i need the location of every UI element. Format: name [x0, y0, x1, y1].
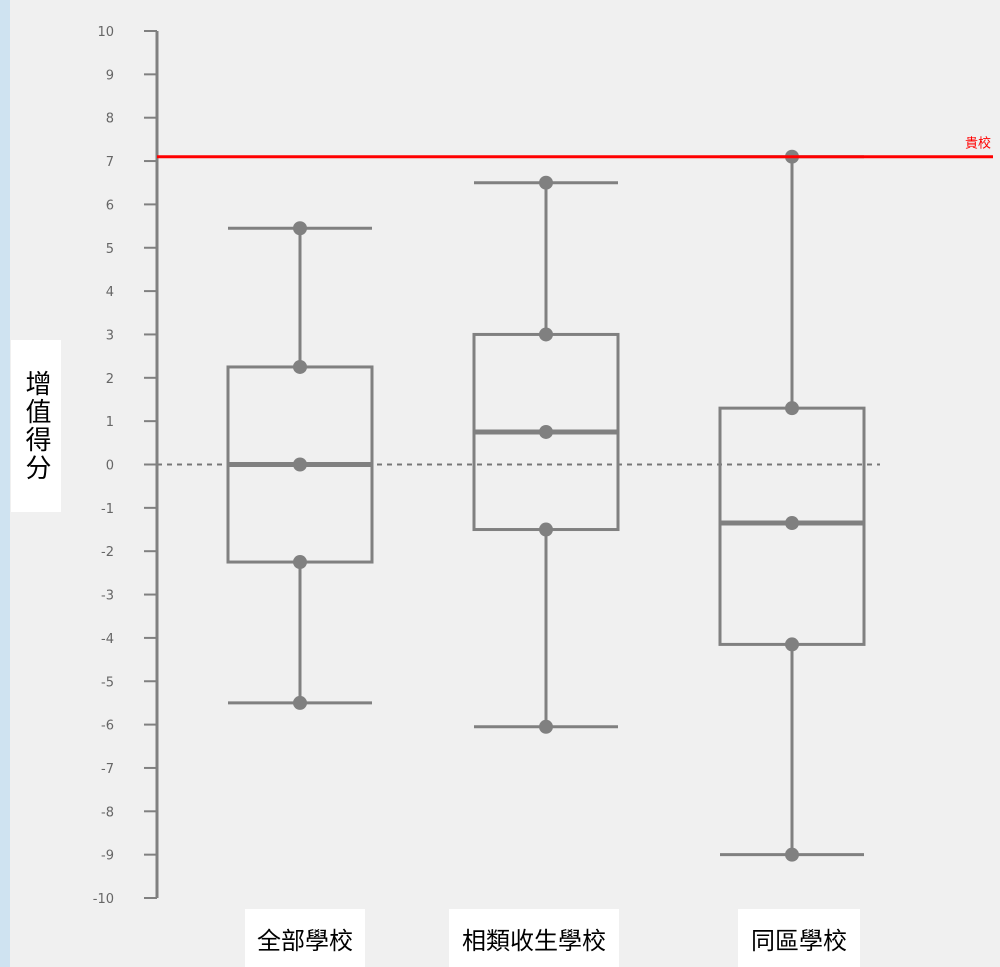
box-group	[718, 149, 866, 862]
y-tick-label: -10	[93, 892, 114, 907]
y-tick-label: 3	[106, 328, 114, 343]
left-edge-bar	[0, 0, 10, 967]
y-tick-label: 0	[106, 459, 114, 474]
y-axis-label-box: 增值得分	[11, 340, 61, 512]
reference-layer: 貴校	[157, 136, 993, 159]
reference-line-label: 貴校	[965, 136, 991, 152]
stat-point	[539, 719, 553, 734]
category-label-text: 同區學校	[751, 926, 847, 955]
boxes	[226, 149, 866, 862]
y-tick-label: 5	[106, 242, 114, 257]
y-tick-label: 6	[106, 198, 114, 213]
y-tick-label: -8	[101, 805, 114, 820]
y-tick-label: -4	[101, 632, 114, 647]
stat-point	[539, 327, 553, 342]
stat-point	[785, 847, 799, 862]
y-axis-label: 增值得分	[21, 370, 51, 482]
stat-point	[785, 637, 799, 652]
y-tick-label: 7	[106, 155, 114, 170]
y-tick-label: -3	[101, 589, 114, 604]
stat-point	[539, 175, 553, 190]
category-label-text: 相類收生學校	[462, 926, 606, 955]
y-tick-label: -9	[101, 849, 114, 864]
y-tick-label: 2	[106, 372, 114, 387]
stat-point	[293, 457, 307, 472]
y-tick-label: 1	[106, 415, 114, 430]
category-label-all-schools: 全部學校	[245, 909, 365, 967]
y-tick-label: 8	[106, 112, 114, 127]
box-group	[472, 175, 620, 734]
stat-point	[785, 516, 799, 531]
y-tick-label: 10	[97, 25, 114, 40]
y-tick-label: -2	[101, 545, 114, 560]
category-label-text: 全部學校	[257, 926, 353, 955]
stat-point	[293, 221, 307, 236]
y-tick-label: -1	[101, 502, 114, 517]
y-tick-label: -5	[101, 675, 114, 690]
category-label-similar-intake: 相類收生學校	[449, 909, 619, 967]
stat-point	[539, 424, 553, 439]
category-label-same-district: 同區學校	[738, 909, 860, 967]
y-tick-label: -6	[101, 719, 114, 734]
stat-point	[539, 522, 553, 537]
box-group	[226, 221, 374, 710]
y-tick-label: 9	[106, 68, 114, 83]
stat-point	[293, 359, 307, 374]
y-tick-label: -7	[101, 762, 114, 777]
stat-point	[293, 695, 307, 710]
stat-point	[785, 401, 799, 416]
y-tick-label: 4	[106, 285, 114, 300]
stat-point	[293, 555, 307, 570]
